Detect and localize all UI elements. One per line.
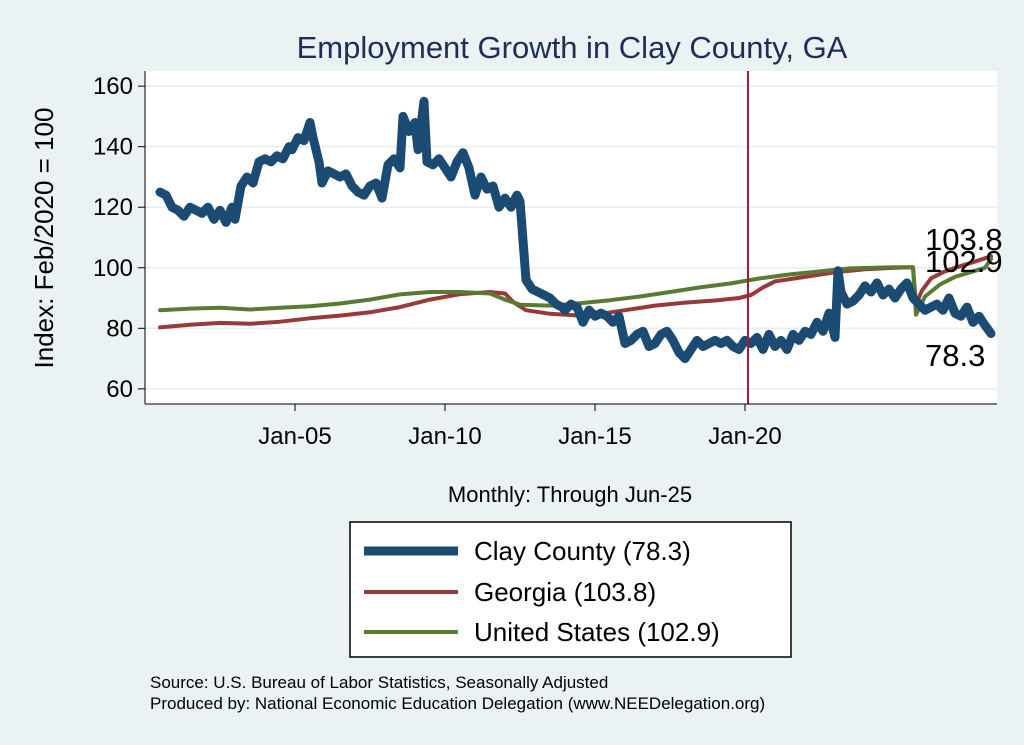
legend: Clay County (78.3) Georgia (103.8) Unite… (349, 521, 792, 658)
x-tick-label-Jan-05: Jan-05 (258, 423, 331, 450)
x-tick-label-Jan-15: Jan-15 (558, 423, 631, 450)
series-line-clay-county (155, 96, 996, 364)
series-layer (155, 96, 996, 364)
x-tick-label-Jan-20: Jan-20 (708, 423, 781, 450)
legend-label-us: United States (102.9) (474, 617, 720, 647)
clay-end-label: 78.3 (925, 338, 985, 373)
y-tick-label-80: 80 (106, 315, 133, 342)
georgia-end-label: 103.8 (925, 222, 1003, 257)
producer-note: Produced by: National Economic Education… (150, 694, 765, 713)
legend-label-clay: Clay County (78.3) (474, 536, 691, 566)
y-axis-title: Index: Feb/2020 = 100 (29, 108, 59, 369)
chart-title: Employment Growth in Clay County, GA (297, 30, 848, 65)
y-ticks: 60 80 100 120 140 160 (93, 73, 145, 403)
x-tick-label-Jan-10: Jan-10 (408, 423, 481, 450)
legend-label-georgia: Georgia (103.8) (474, 577, 656, 607)
y-tick-label-100: 100 (93, 255, 133, 282)
y-tick-label-120: 120 (93, 194, 133, 221)
plot-area (145, 71, 997, 404)
us-end-label: 102.9 (925, 244, 1003, 279)
y-tick-label-60: 60 (106, 376, 133, 403)
source-note: Source: U.S. Bureau of Labor Statistics,… (150, 673, 608, 692)
y-tick-label-160: 160 (93, 73, 133, 100)
legend-box (349, 521, 792, 658)
x-ticks: Jan-05 Jan-10 Jan-15 Jan-20 (258, 404, 782, 450)
y-tick-label-140: 140 (93, 134, 133, 161)
x-axis-title: Monthly: Through Jun-25 (448, 482, 692, 507)
